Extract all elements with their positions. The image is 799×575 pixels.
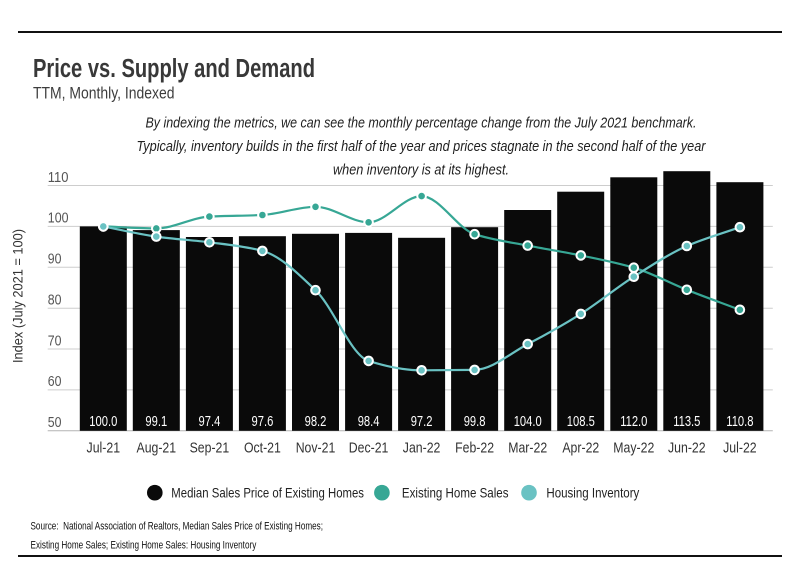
svg-text:By indexing the metrics, we ca: By indexing the metrics, we can see the … (146, 115, 697, 132)
svg-text:Jun-22: Jun-22 (668, 440, 706, 456)
svg-text:Sep-21: Sep-21 (190, 440, 230, 456)
svg-text:60: 60 (48, 374, 62, 390)
svg-text:90: 90 (48, 252, 62, 268)
svg-text:Existing Home Sales; Existing: Existing Home Sales; Existing Home Sales… (31, 540, 257, 552)
svg-text:50: 50 (48, 415, 62, 431)
svg-text:100: 100 (48, 211, 69, 227)
svg-text:97.2: 97.2 (411, 414, 433, 430)
svg-text:Housing Inventory: Housing Inventory (546, 485, 639, 501)
svg-text:97.6: 97.6 (252, 414, 274, 430)
svg-text:Jul-21: Jul-21 (87, 440, 121, 456)
svg-text:99.1: 99.1 (145, 414, 167, 430)
svg-text:100.0: 100.0 (89, 414, 117, 430)
svg-text:110.8: 110.8 (726, 414, 753, 430)
svg-text:Feb-22: Feb-22 (455, 440, 494, 456)
svg-text:Nov-21: Nov-21 (296, 440, 336, 456)
svg-text:98.4: 98.4 (358, 414, 380, 430)
svg-text:Jan-22: Jan-22 (403, 440, 441, 456)
svg-text:110: 110 (48, 170, 69, 186)
svg-text:Price vs. Supply and Demand: Price vs. Supply and Demand (33, 55, 315, 83)
svg-text:80: 80 (48, 293, 62, 309)
svg-text:May-22: May-22 (613, 440, 654, 456)
svg-text:108.5: 108.5 (567, 414, 595, 430)
svg-text:TTM, Monthly, Indexed: TTM, Monthly, Indexed (33, 84, 175, 103)
svg-text:113.5: 113.5 (673, 414, 700, 430)
svg-text:Index (July 2021 = 100): Index (July 2021 = 100) (10, 229, 26, 363)
svg-text:Source: National Association: Source: National Association of Realtors… (31, 521, 324, 533)
svg-text:104.0: 104.0 (514, 414, 542, 430)
svg-text:70: 70 (48, 333, 62, 349)
svg-text:Dec-21: Dec-21 (349, 440, 389, 456)
svg-text:98.2: 98.2 (305, 414, 327, 430)
svg-text:Aug-21: Aug-21 (137, 440, 177, 456)
svg-text:Mar-22: Mar-22 (508, 440, 547, 456)
svg-text:Oct-21: Oct-21 (244, 440, 281, 456)
svg-text:Jul-22: Jul-22 (723, 440, 757, 456)
svg-text:when inventory is at its highe: when inventory is at its highest. (333, 161, 509, 178)
svg-text:99.8: 99.8 (464, 414, 486, 430)
svg-text:Existing Home Sales: Existing Home Sales (402, 485, 509, 501)
svg-text:Median Sales Price of Existing: Median Sales Price of Existing Homes (171, 485, 364, 501)
svg-text:97.4: 97.4 (199, 414, 221, 430)
svg-text:Apr-22: Apr-22 (562, 440, 599, 456)
svg-text:112.0: 112.0 (620, 414, 647, 430)
svg-text:Typically, inventory builds in: Typically, inventory builds in the first… (137, 138, 707, 155)
